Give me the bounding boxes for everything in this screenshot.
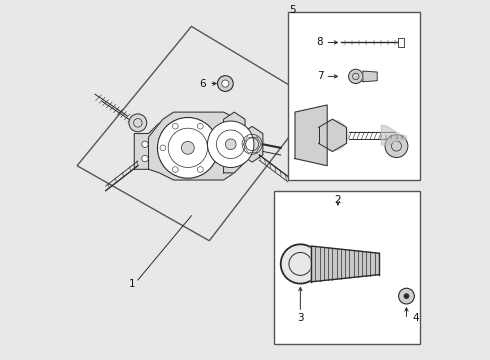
Text: 8: 8 — [317, 37, 323, 48]
Bar — [288, 12, 420, 180]
Polygon shape — [77, 26, 317, 241]
Circle shape — [222, 80, 229, 87]
Circle shape — [218, 76, 233, 91]
Circle shape — [281, 244, 320, 284]
Circle shape — [181, 141, 194, 154]
Circle shape — [129, 114, 147, 132]
Polygon shape — [223, 112, 245, 173]
Circle shape — [210, 145, 216, 151]
Text: 6: 6 — [199, 78, 205, 89]
Polygon shape — [242, 126, 263, 162]
Polygon shape — [363, 71, 377, 82]
Circle shape — [157, 117, 218, 178]
Circle shape — [142, 141, 148, 148]
Text: 1: 1 — [129, 279, 136, 289]
Polygon shape — [134, 123, 159, 169]
Circle shape — [172, 167, 178, 172]
Circle shape — [197, 167, 203, 172]
Circle shape — [348, 69, 363, 84]
Circle shape — [197, 123, 203, 129]
Text: 7: 7 — [317, 71, 323, 81]
Text: 3: 3 — [297, 312, 304, 323]
Text: 4: 4 — [412, 312, 419, 323]
Circle shape — [160, 145, 166, 151]
Bar — [273, 191, 420, 344]
Text: 5: 5 — [290, 5, 296, 15]
Polygon shape — [295, 105, 327, 166]
Polygon shape — [148, 112, 245, 180]
Circle shape — [398, 288, 415, 304]
Bar — [398, 38, 404, 47]
Circle shape — [172, 123, 178, 129]
Circle shape — [225, 139, 236, 150]
Polygon shape — [311, 246, 379, 282]
Circle shape — [317, 119, 348, 152]
Circle shape — [207, 121, 254, 167]
Circle shape — [142, 156, 148, 162]
Text: 2: 2 — [335, 195, 341, 204]
Circle shape — [385, 135, 408, 157]
Circle shape — [404, 293, 409, 299]
